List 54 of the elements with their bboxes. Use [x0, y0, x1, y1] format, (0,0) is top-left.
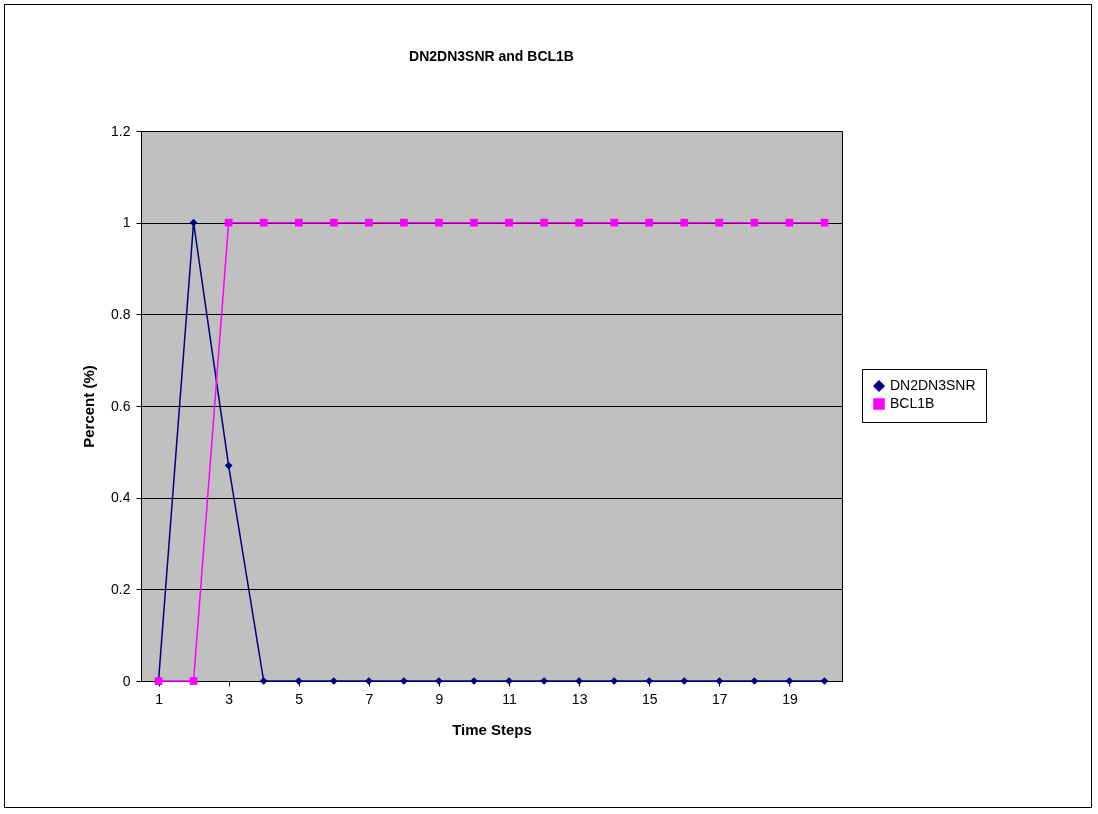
point: [750, 677, 759, 685]
x-tick-label: 17: [712, 690, 728, 707]
x-tick-label: 11: [502, 690, 517, 707]
point: [785, 677, 794, 685]
x-tick-label: 19: [782, 690, 798, 707]
point: [610, 677, 619, 685]
point: [294, 677, 303, 685]
point: [505, 218, 513, 227]
point: [750, 218, 759, 227]
point: [470, 218, 478, 227]
y-tick-label: 0.6: [111, 397, 131, 414]
point: [189, 218, 198, 227]
point: [575, 218, 583, 227]
x-axis-title: Time Steps: [452, 720, 532, 738]
point: [785, 218, 794, 227]
point: [680, 677, 689, 685]
point: [680, 218, 689, 227]
point: [610, 218, 619, 227]
point: [259, 677, 268, 685]
point: [645, 218, 654, 227]
point: [224, 218, 233, 227]
y-tick-label: 1.2: [111, 122, 131, 139]
point: [329, 677, 338, 685]
legend-label: BCL1B: [890, 395, 935, 411]
point: [189, 677, 198, 685]
x-tick-label: 1: [155, 690, 164, 707]
point: [259, 218, 268, 227]
x-tick-label: 5: [295, 690, 304, 707]
point: [820, 218, 829, 227]
point: [294, 218, 303, 227]
y-tick-label: 0.4: [111, 489, 131, 506]
y-axis-title: Percent (%): [80, 365, 98, 448]
y-tick-label: 1: [122, 214, 131, 231]
point: [715, 677, 724, 685]
chart-title: DN2DN3SNR and BCL1B: [409, 48, 574, 64]
point: [715, 218, 724, 227]
x-tick-label: 7: [365, 690, 374, 707]
point: [435, 218, 443, 227]
x-tick-label: 15: [641, 690, 658, 707]
y-tick-label: 0.2: [111, 580, 131, 597]
point: [400, 218, 408, 227]
point: [224, 461, 233, 470]
point: [364, 677, 373, 685]
point: [820, 677, 829, 685]
point: [645, 677, 654, 685]
point: [329, 218, 338, 227]
point: [364, 218, 373, 227]
y-tick-label: 0: [122, 672, 131, 689]
x-tick-label: 13: [571, 690, 588, 707]
y-tick-label: 0.8: [111, 305, 131, 322]
legend-label: DN2DN3SNR: [890, 377, 976, 393]
x-tick-label: 9: [435, 690, 444, 707]
point: [540, 218, 548, 227]
x-tick-label: 3: [225, 690, 234, 707]
